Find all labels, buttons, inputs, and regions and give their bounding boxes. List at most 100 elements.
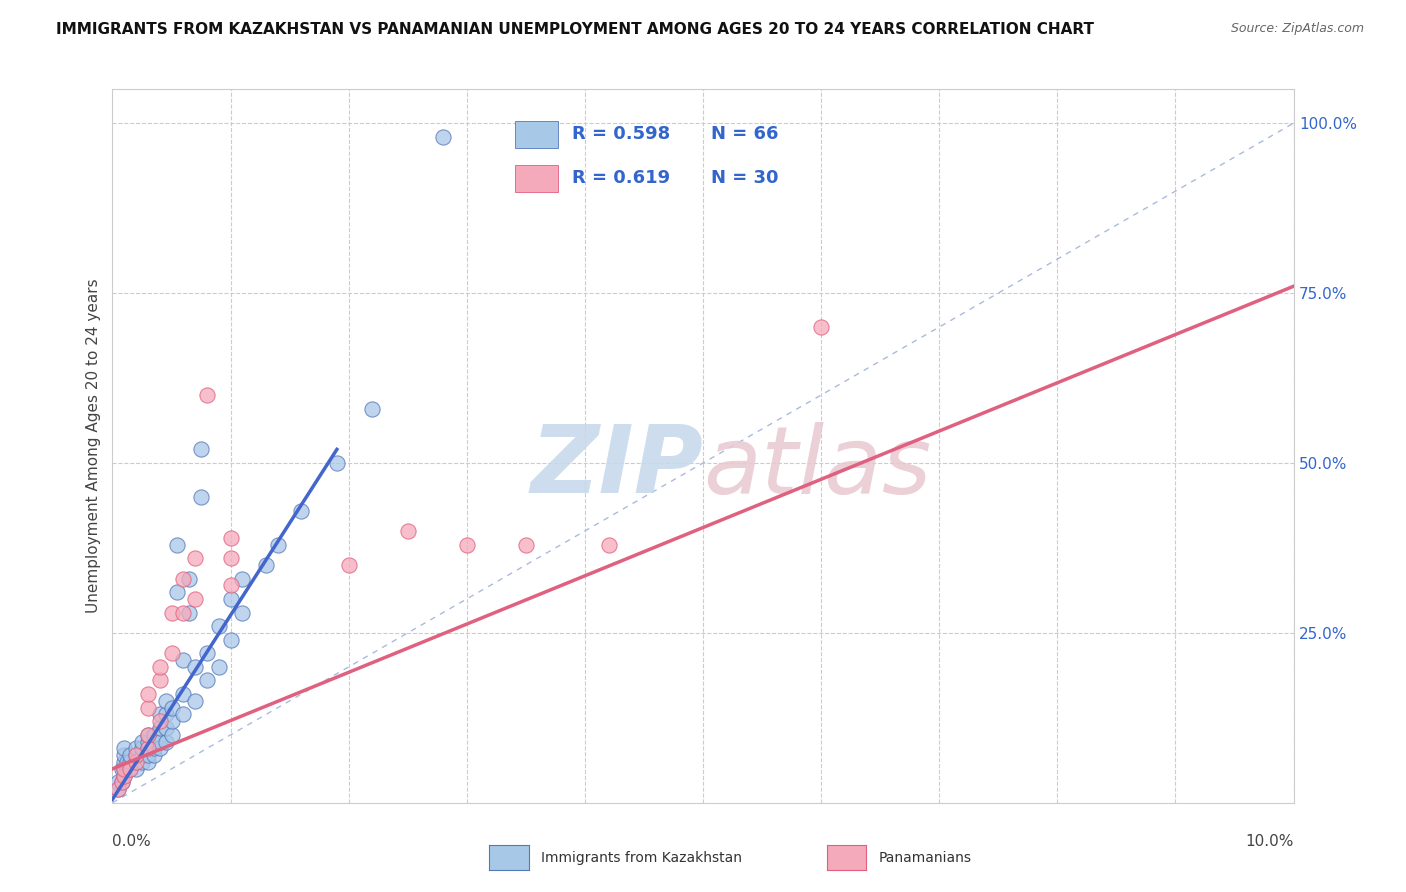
Point [142,748,165,763]
Point [155,721,177,735]
Point [149,660,172,674]
Point [515,537,537,551]
Point [131,734,153,748]
Point [136,748,159,763]
Point [172,606,194,620]
Point [195,673,218,688]
Point [136,755,159,769]
Bar [516,165,558,192]
Point [160,714,183,729]
Point [254,558,277,572]
Point [125,748,148,763]
Point [149,734,172,748]
Point [208,660,231,674]
Point [179,606,201,620]
Text: Source: ZipAtlas.com: Source: ZipAtlas.com [1230,22,1364,36]
Point [172,687,194,701]
Point [136,700,159,714]
Point [142,741,165,756]
Point [219,578,242,592]
Point [195,388,218,402]
Point [149,741,172,756]
Point [184,591,207,606]
Point [219,551,242,566]
Point [131,755,153,769]
Point [219,531,242,545]
Point [172,653,194,667]
Point [172,572,194,586]
Point [115,762,138,776]
Point [231,606,253,620]
Point [155,707,177,722]
Point [136,741,159,756]
Point [290,503,312,517]
Point [149,673,172,688]
Point [190,442,212,457]
Point [131,741,153,756]
Point [125,755,148,769]
Point [107,782,129,797]
Text: 10.0%: 10.0% [1246,834,1294,849]
Point [160,606,183,620]
Point [107,775,129,789]
Point [149,714,172,729]
Point [598,537,620,551]
Point [111,775,134,789]
Text: Immigrants from Kazakhstan: Immigrants from Kazakhstan [541,851,742,865]
Text: N = 30: N = 30 [710,169,778,187]
Point [125,762,148,776]
Point [120,762,142,776]
Point [136,728,159,742]
Point [142,728,165,742]
Point [267,537,290,551]
Text: 0.0%: 0.0% [112,834,152,849]
Point [120,755,142,769]
Y-axis label: Unemployment Among Ages 20 to 24 years: Unemployment Among Ages 20 to 24 years [86,278,101,614]
Point [112,769,135,783]
Text: R = 0.619: R = 0.619 [572,169,669,187]
Point [166,585,188,599]
Point [195,646,218,660]
Text: R = 0.598: R = 0.598 [572,125,669,143]
Point [219,632,242,647]
Point [136,728,159,742]
Point [456,537,478,551]
Point [112,741,135,756]
Point [337,558,360,572]
Point [155,694,177,708]
Point [361,401,384,416]
Point [208,619,231,633]
Point [432,129,454,144]
Point [326,456,349,470]
Point [112,762,135,776]
Point [166,537,188,551]
Point [810,320,832,334]
Point [184,660,207,674]
Point [120,748,142,763]
Point [112,762,135,776]
Point [112,748,135,763]
Point [112,755,135,769]
Point [115,755,138,769]
Point [131,748,153,763]
Point [125,755,148,769]
Point [179,572,201,586]
Point [160,700,183,714]
Bar [516,120,558,147]
Point [111,775,134,789]
Text: N = 66: N = 66 [710,125,778,143]
Point [160,646,183,660]
Point [160,728,183,742]
Text: IMMIGRANTS FROM KAZAKHSTAN VS PANAMANIAN UNEMPLOYMENT AMONG AGES 20 TO 24 YEARS : IMMIGRANTS FROM KAZAKHSTAN VS PANAMANIAN… [56,22,1094,37]
Point [190,490,212,504]
Point [111,762,134,776]
Point [172,707,194,722]
Point [396,524,419,538]
Text: ZIP: ZIP [530,421,703,514]
Point [231,572,253,586]
Point [184,551,207,566]
Point [112,769,135,783]
Text: Panamanians: Panamanians [879,851,972,865]
Point [149,721,172,735]
Point [107,782,129,797]
